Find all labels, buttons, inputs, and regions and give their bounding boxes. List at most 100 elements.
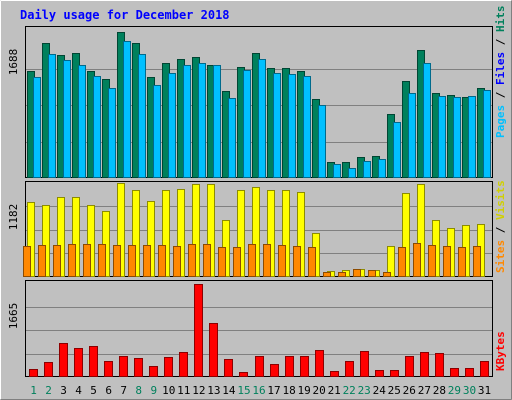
bar-sites — [398, 247, 406, 277]
bar-sites — [143, 245, 151, 277]
bar-kbytes — [420, 352, 429, 377]
bar-sites — [218, 247, 226, 277]
day-label: 24 — [373, 384, 387, 397]
day-label: 13 — [207, 384, 220, 397]
legend: Pages / Files / Hits — [494, 6, 507, 139]
bar-files — [453, 97, 461, 178]
bar-files — [228, 98, 236, 178]
bar-kbytes — [285, 356, 294, 377]
bar-files — [468, 96, 476, 178]
bar-kbytes — [164, 357, 173, 377]
bar-files — [288, 74, 296, 178]
bar-sites — [53, 245, 61, 277]
bar-files — [423, 63, 431, 178]
day-label: 3 — [60, 384, 67, 397]
bar-files — [348, 168, 356, 178]
day-label: 9 — [150, 384, 157, 397]
bar-kbytes — [450, 368, 459, 377]
legend-item: Files — [494, 52, 507, 85]
day-label: 4 — [75, 384, 82, 397]
legend-separator: / — [494, 220, 507, 240]
bar-kbytes — [194, 284, 203, 377]
legend: KBytes — [494, 331, 507, 371]
bar-sites — [383, 272, 391, 277]
bar-files — [438, 96, 446, 178]
bar-sites — [323, 272, 331, 277]
day-label: 20 — [312, 384, 325, 397]
bar-files — [198, 63, 206, 178]
bar-sites — [188, 244, 196, 277]
bar-sites — [338, 272, 346, 277]
bar-files — [483, 90, 491, 178]
panel-hits: 1688 Pages / Files / Hits — [7, 6, 507, 178]
bar-kbytes — [149, 366, 158, 377]
bar-sites — [278, 245, 286, 277]
day-label: 5 — [90, 384, 97, 397]
bar-kbytes — [465, 368, 474, 377]
bar-kbytes — [345, 361, 354, 377]
day-label: 22 — [343, 384, 356, 397]
bar-files — [213, 65, 221, 178]
bar-kbytes — [375, 370, 384, 377]
bar-sites — [203, 244, 211, 277]
day-label: 12 — [192, 384, 205, 397]
bar-sites — [353, 269, 361, 277]
bar-files — [318, 105, 326, 178]
bar-sites — [293, 246, 301, 277]
day-label: 1 — [30, 384, 37, 397]
bar-files — [408, 93, 416, 178]
bar-files — [243, 70, 251, 178]
bar-kbytes — [390, 370, 399, 377]
bar-kbytes — [119, 356, 128, 377]
bar-kbytes — [405, 356, 414, 377]
day-label: 7 — [120, 384, 127, 397]
bar-sites — [113, 245, 121, 277]
day-label: 15 — [237, 384, 250, 397]
bar-sites — [248, 244, 256, 277]
legend-separator: / — [494, 32, 507, 52]
legend-item: Sites — [494, 240, 507, 273]
bar-kbytes — [29, 369, 38, 377]
bar-files — [303, 76, 311, 178]
bar-files — [363, 161, 371, 178]
bar-files — [153, 85, 161, 178]
legend-item: KBytes — [494, 331, 507, 371]
y-max-label: 1182 — [7, 204, 20, 231]
bar-sites — [128, 245, 136, 277]
bar-files — [93, 76, 101, 178]
legend: Sites / Visits — [494, 180, 507, 273]
bar-kbytes — [179, 352, 188, 377]
bar-kbytes — [89, 346, 98, 377]
bar-sites — [68, 244, 76, 277]
y-max-label: 1688 — [7, 49, 20, 76]
bar-sites — [443, 246, 451, 277]
day-label: 6 — [105, 384, 112, 397]
bar-files — [48, 54, 56, 178]
bar-files — [33, 77, 41, 178]
legend-item: Hits — [494, 6, 507, 33]
bar-sites — [368, 270, 376, 277]
day-label: 31 — [478, 384, 491, 397]
day-label: 11 — [177, 384, 190, 397]
day-label: 27 — [418, 384, 431, 397]
bar-sites — [458, 247, 466, 277]
bar-kbytes — [270, 364, 279, 377]
bar-sites — [173, 246, 181, 277]
day-label: 17 — [267, 384, 280, 397]
day-label: 28 — [433, 384, 446, 397]
bar-sites — [308, 247, 316, 277]
bar-sites — [413, 243, 421, 277]
day-label: 18 — [282, 384, 295, 397]
bar-kbytes — [44, 362, 53, 377]
bar-kbytes — [360, 351, 369, 377]
bar-files — [78, 65, 86, 178]
bar-kbytes — [300, 356, 309, 377]
bar-kbytes — [239, 372, 248, 377]
day-label: 26 — [403, 384, 416, 397]
day-label: 19 — [297, 384, 310, 397]
bar-kbytes — [209, 323, 218, 377]
bar-kbytes — [480, 361, 489, 377]
panel-visits: 1182 Sites / Visits — [7, 180, 507, 277]
bar-kbytes — [74, 348, 83, 377]
